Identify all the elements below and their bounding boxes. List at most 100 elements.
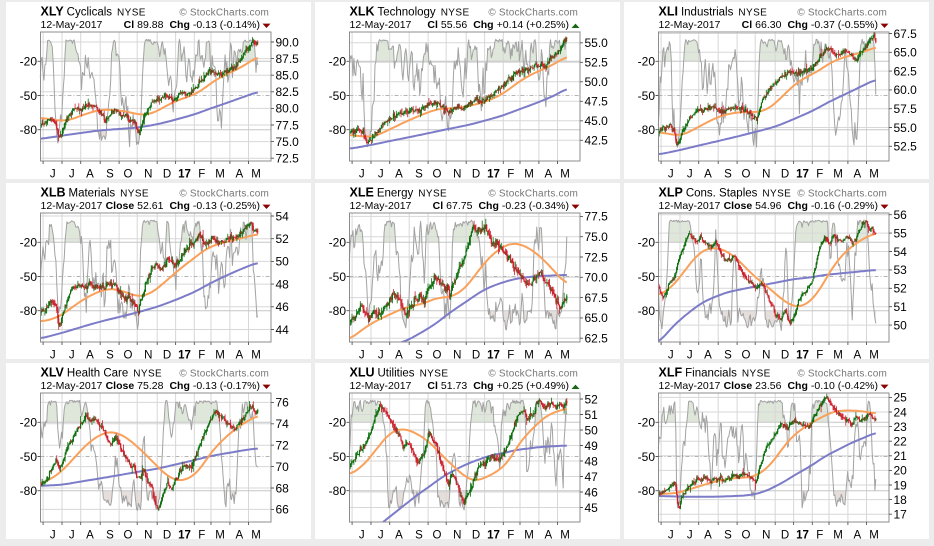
svg-text:J: J <box>69 168 75 179</box>
svg-text:45.0: 45.0 <box>585 114 609 128</box>
svg-text:J: J <box>50 168 56 179</box>
svg-text:J: J <box>359 168 365 179</box>
svg-text:M: M <box>833 168 843 179</box>
svg-text:M: M <box>560 349 570 359</box>
svg-text:17: 17 <box>487 529 500 539</box>
svg-text:44: 44 <box>276 323 290 337</box>
svg-text:48: 48 <box>276 277 290 291</box>
svg-text:J: J <box>668 529 674 539</box>
svg-text:52: 52 <box>894 282 908 296</box>
svg-text:J: J <box>687 168 693 179</box>
svg-text:S: S <box>724 529 732 539</box>
svg-text:O: O <box>124 349 133 359</box>
svg-text:A: A <box>235 529 243 539</box>
svg-text:12-May-2017: 12-May-2017 <box>350 200 412 212</box>
svg-text:M: M <box>869 349 879 359</box>
svg-text:-50: -50 <box>20 89 38 103</box>
svg-text:87.5: 87.5 <box>276 52 300 66</box>
svg-text:A: A <box>853 168 861 179</box>
svg-text:J: J <box>50 529 56 539</box>
svg-text:F: F <box>198 168 205 179</box>
svg-text:-80: -80 <box>329 123 347 137</box>
svg-text:75.0: 75.0 <box>585 230 609 244</box>
svg-text:12-May-2017: 12-May-2017 <box>350 19 412 31</box>
svg-text:S: S <box>106 529 114 539</box>
svg-text:J: J <box>359 349 365 359</box>
svg-text:55.0: 55.0 <box>585 36 609 50</box>
svg-text:J: J <box>378 349 384 359</box>
svg-text:55: 55 <box>894 226 908 240</box>
svg-text:46: 46 <box>276 300 290 314</box>
svg-text:S: S <box>415 349 423 359</box>
svg-text:-50: -50 <box>638 270 656 284</box>
svg-text:18: 18 <box>894 493 908 507</box>
svg-text:A: A <box>704 349 712 359</box>
svg-text:52: 52 <box>585 392 599 406</box>
svg-text:-20: -20 <box>638 55 656 69</box>
svg-text:© StockCharts.com: © StockCharts.com <box>797 369 887 380</box>
svg-text:O: O <box>742 349 751 359</box>
svg-text:M: M <box>215 529 225 539</box>
svg-text:51: 51 <box>585 408 599 422</box>
svg-text:M: M <box>251 529 261 539</box>
svg-text:20: 20 <box>894 464 908 478</box>
svg-text:52: 52 <box>276 232 290 246</box>
svg-text:M: M <box>833 529 843 539</box>
svg-text:A: A <box>544 168 552 179</box>
svg-text:12-May-2017: 12-May-2017 <box>41 19 103 31</box>
svg-text:M: M <box>560 529 570 539</box>
svg-text:65.0: 65.0 <box>894 46 918 60</box>
svg-text:S: S <box>724 349 732 359</box>
svg-text:O: O <box>433 168 442 179</box>
svg-text:23: 23 <box>894 420 908 434</box>
svg-text:76: 76 <box>276 396 290 410</box>
svg-text:17: 17 <box>178 529 191 539</box>
svg-text:F: F <box>816 529 823 539</box>
svg-text:50: 50 <box>585 423 599 437</box>
svg-text:S: S <box>415 529 423 539</box>
svg-text:M: M <box>251 349 261 359</box>
svg-text:© StockCharts.com: © StockCharts.com <box>179 369 269 380</box>
svg-text:J: J <box>668 349 674 359</box>
svg-text:85.0: 85.0 <box>276 69 300 83</box>
svg-text:42.5: 42.5 <box>585 134 609 148</box>
svg-text:D: D <box>472 349 480 359</box>
svg-text:52.5: 52.5 <box>585 56 609 70</box>
svg-text:-80: -80 <box>638 304 656 318</box>
svg-text:-50: -50 <box>20 450 38 464</box>
svg-text:J: J <box>668 168 674 179</box>
svg-text:O: O <box>433 529 442 539</box>
svg-text:F: F <box>507 529 514 539</box>
svg-text:O: O <box>433 349 442 359</box>
svg-text:57.5: 57.5 <box>894 102 918 116</box>
svg-text:74: 74 <box>276 417 290 431</box>
svg-text:-80: -80 <box>329 304 347 318</box>
svg-text:90.0: 90.0 <box>276 35 300 49</box>
svg-text:-20: -20 <box>20 55 38 69</box>
svg-text:A: A <box>235 349 243 359</box>
svg-text:-20: -20 <box>329 236 347 250</box>
svg-text:N: N <box>453 349 461 359</box>
svg-text:68: 68 <box>276 481 290 495</box>
svg-text:A: A <box>395 349 403 359</box>
svg-text:72.5: 72.5 <box>585 250 609 264</box>
svg-text:17: 17 <box>894 508 908 522</box>
svg-text:M: M <box>869 529 879 539</box>
svg-text:A: A <box>544 529 552 539</box>
svg-text:72.5: 72.5 <box>276 152 300 166</box>
svg-text:-20: -20 <box>20 416 38 430</box>
svg-text:77.5: 77.5 <box>585 210 609 224</box>
svg-text:A: A <box>86 349 94 359</box>
svg-text:53: 53 <box>894 263 908 277</box>
svg-text:51: 51 <box>894 300 908 314</box>
svg-text:D: D <box>472 529 480 539</box>
svg-text:56: 56 <box>894 208 908 222</box>
svg-text:© StockCharts.com: © StockCharts.com <box>797 189 887 200</box>
